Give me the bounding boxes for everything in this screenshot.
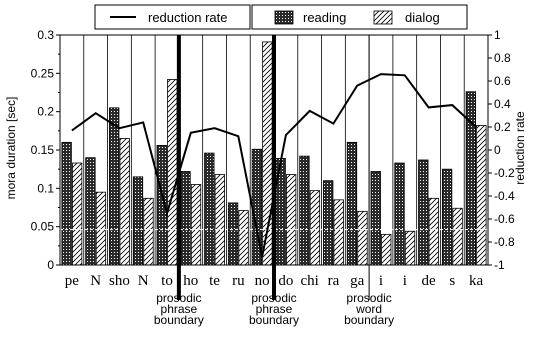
boundary-annotation-line: prosodic xyxy=(346,291,391,305)
y-tick-label: 0.2 xyxy=(37,105,54,119)
y2-tick-label: 0.2 xyxy=(494,120,511,134)
bar-dialog xyxy=(190,184,202,266)
bar-dialog xyxy=(452,207,463,266)
category-label: N xyxy=(138,273,149,289)
category-label: to xyxy=(161,273,173,289)
category-label: do xyxy=(278,273,293,289)
boundary-annotation: prosodic phrase boundary xyxy=(249,291,299,327)
bar-reading xyxy=(204,152,215,266)
legend-dialog-label: dialog xyxy=(405,10,440,25)
boundary-annotation: prosodic phrase boundary xyxy=(154,291,204,327)
y2-tick-label: -0.4 xyxy=(494,189,515,203)
category-label: de xyxy=(421,273,436,289)
y2-tick-label: -0.8 xyxy=(494,235,515,249)
bar-dialog xyxy=(238,210,249,266)
bar-dialog xyxy=(285,174,297,266)
bar-dialog xyxy=(476,125,487,266)
category-label: s xyxy=(449,273,455,289)
y2-tick-label: 0.4 xyxy=(494,97,511,111)
category-label: N xyxy=(90,273,101,289)
y-tick-label: 0.05 xyxy=(31,220,55,234)
y2-tick-label: -0.2 xyxy=(494,166,515,180)
y-tick-label: 0.25 xyxy=(31,66,55,80)
bar-reading xyxy=(85,157,96,266)
category-label: ho xyxy=(183,273,198,289)
legend-reading-swatch xyxy=(274,10,294,25)
category-label: ka xyxy=(469,273,484,289)
bar-dialog xyxy=(95,191,107,266)
bar-reading xyxy=(132,176,144,266)
y2-tick-label: -1 xyxy=(494,258,505,272)
bar-reading xyxy=(465,91,477,266)
bar-reading xyxy=(180,171,191,266)
bar-reading xyxy=(61,141,72,266)
y-axis-title: mora duration [sec] xyxy=(4,97,18,200)
y-tick-label: 0.1 xyxy=(37,181,54,195)
bar-dialog xyxy=(167,79,178,266)
bar-dialog xyxy=(71,162,83,266)
category-label: ra xyxy=(328,273,340,289)
legend-dialog-swatch xyxy=(373,10,393,25)
bar-dialog xyxy=(119,138,130,266)
y-tick-label: 0.15 xyxy=(31,143,55,157)
boundary-annotation-line: prosodic xyxy=(251,291,296,305)
y2-tick-label: 0.6 xyxy=(494,74,511,88)
category-label: pe xyxy=(65,273,80,289)
y-tick-label: 0 xyxy=(47,258,54,272)
boundary-annotation-line: word xyxy=(355,302,382,316)
bar-dialog xyxy=(404,230,416,266)
boundary-annotation-line: boundary xyxy=(154,313,204,327)
category-label: ru xyxy=(232,273,245,289)
bar-reading xyxy=(418,159,429,266)
category-label: te xyxy=(209,273,220,289)
category-label: i xyxy=(403,273,407,289)
bar-reading xyxy=(346,141,358,266)
category-label: no xyxy=(255,273,270,289)
bar-dialog xyxy=(143,197,154,266)
bar-dialog xyxy=(309,190,321,266)
boundary-annotation-line: boundary xyxy=(249,313,299,327)
bar-reading xyxy=(299,155,310,266)
category-label: sho xyxy=(109,273,130,289)
y2-tick-label: 0.8 xyxy=(494,51,511,65)
boundary-annotation-line: phrase xyxy=(161,302,198,316)
bar-reading xyxy=(109,107,120,266)
bar-dialog xyxy=(214,174,225,266)
bar-reading xyxy=(441,168,453,266)
y-tick-label: 0.3 xyxy=(37,28,54,42)
bar-dialog xyxy=(428,197,439,266)
category-label: i xyxy=(379,273,383,289)
category-label: chi xyxy=(301,273,319,289)
y2-tick-label: 0 xyxy=(494,143,501,157)
boundary-annotation-line: prosodic xyxy=(156,291,201,305)
y2-tick-label: 1 xyxy=(494,28,501,42)
bar-reading xyxy=(323,180,334,266)
y2-tick-label: -0.6 xyxy=(494,212,515,226)
bar-dialog xyxy=(333,199,344,266)
bar-dialog xyxy=(381,233,392,266)
legend-line-label: reduction rate xyxy=(148,10,228,25)
boundary-annotation-line: boundary xyxy=(344,313,394,327)
legend-reading-label: reading xyxy=(303,10,346,25)
boundary-annotation: prosodic word boundary xyxy=(344,291,394,327)
bar-reading xyxy=(394,162,405,266)
bar-reading xyxy=(370,171,381,266)
y2-axis-title: reduction rate xyxy=(513,111,527,185)
category-label: ga xyxy=(350,273,365,289)
bar-dialog xyxy=(357,210,368,266)
bar-reading xyxy=(227,202,239,266)
boundary-annotation-line: phrase xyxy=(256,302,293,316)
